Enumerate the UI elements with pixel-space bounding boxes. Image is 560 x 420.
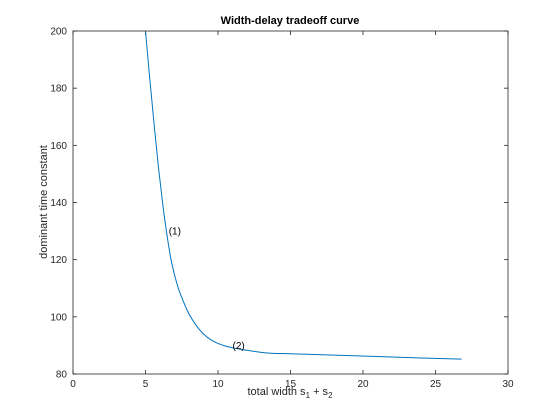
y-axis-label: dominant time constant xyxy=(38,145,50,259)
y-tick-label: 120 xyxy=(50,255,67,266)
y-tick-label: 100 xyxy=(50,312,67,323)
x-tick-label: 10 xyxy=(212,379,224,390)
annotation-2: (2) xyxy=(233,341,245,352)
x-axis-label-sub2: 2 xyxy=(328,391,333,400)
x-axis-label-sub1: 1 xyxy=(306,391,311,400)
x-tick-label: 15 xyxy=(285,379,297,390)
series-line xyxy=(145,30,462,360)
y-tick-label: 80 xyxy=(56,370,68,381)
chart-title: Width-delay tradeoff curve xyxy=(221,15,360,27)
axes-box xyxy=(72,30,509,375)
x-tick-label: 0 xyxy=(70,379,76,390)
y-tick-label: 200 xyxy=(50,27,67,38)
x-tick-label: 20 xyxy=(357,379,369,390)
x-axis-label: total width s1 + s2 xyxy=(247,386,333,400)
y-tick-label: 180 xyxy=(50,84,67,95)
x-axis-label-main: total width s xyxy=(247,386,306,398)
annotations: (1) (2) xyxy=(169,227,245,352)
y-tick-label: 160 xyxy=(50,141,67,152)
x-axis-label-mid: + s xyxy=(310,386,329,398)
x-tick-label: 25 xyxy=(430,379,442,390)
tick-labels: 0 5 10 15 20 25 30 80 100 120 140 160 180 200 xyxy=(50,27,514,391)
x-tick-label: 30 xyxy=(502,379,514,390)
plot-area xyxy=(73,31,508,374)
x-tick-label: 5 xyxy=(143,379,149,390)
annotation-1: (1) xyxy=(169,227,181,238)
y-tick-label: 140 xyxy=(50,198,67,209)
